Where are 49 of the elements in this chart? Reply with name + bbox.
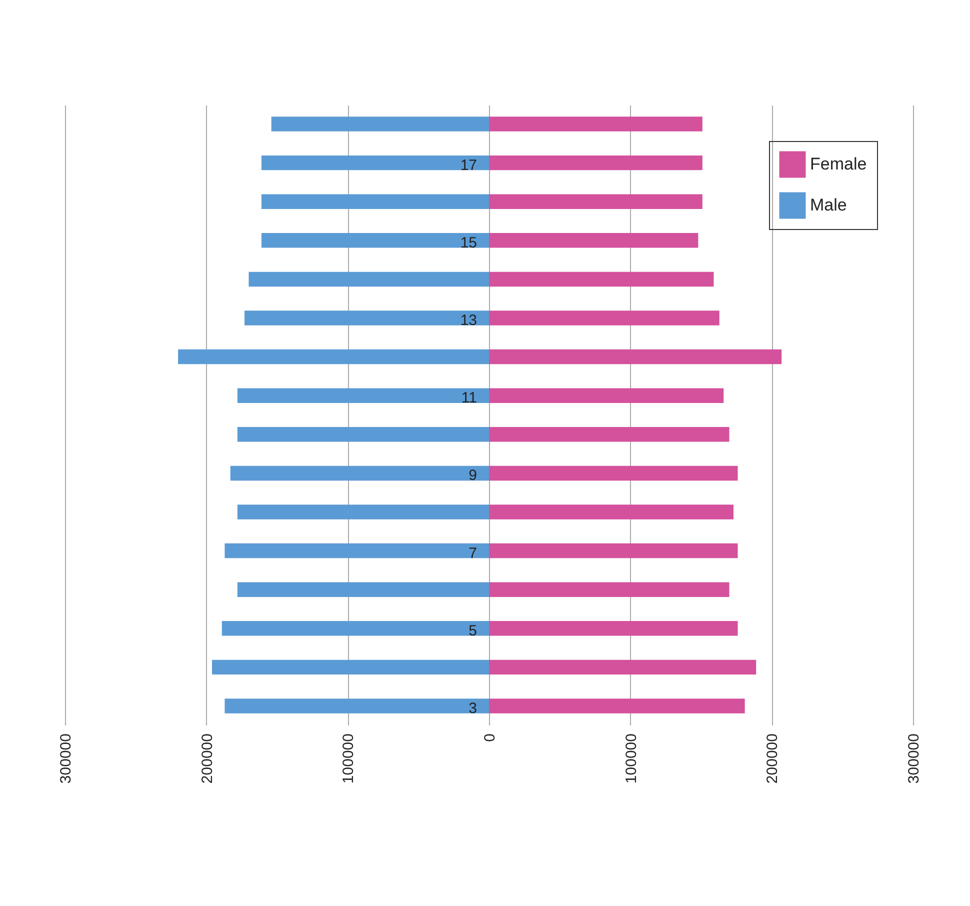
bar: [222, 621, 489, 636]
bar: [261, 155, 489, 170]
bar: [489, 698, 745, 714]
legend-label: Male: [810, 196, 847, 214]
bar: [489, 233, 698, 248]
y-tick-label: 17: [460, 156, 477, 174]
bar: [489, 310, 720, 326]
bar: [489, 621, 738, 636]
bar: [489, 504, 734, 520]
legend-label: Female: [810, 154, 867, 174]
y-tick-label: 11: [461, 390, 477, 407]
x-tick-label: 100000: [340, 734, 358, 784]
bar: [237, 388, 489, 403]
bar: [489, 660, 756, 675]
bar: [489, 194, 702, 209]
y-tick-label: 9: [468, 467, 477, 484]
bar: [261, 194, 489, 209]
bar: [248, 272, 489, 287]
bar: [244, 310, 489, 326]
bar: [489, 543, 738, 558]
bar: [212, 660, 489, 675]
bar: [237, 504, 489, 520]
y-tick-label: 3: [468, 700, 477, 717]
bar: [230, 466, 489, 481]
x-tick-label: 200000: [198, 734, 216, 784]
x-tick-label: 0: [482, 734, 498, 742]
y-tick-label: 5: [468, 622, 477, 640]
bar: [489, 388, 724, 403]
bar: [489, 116, 702, 132]
bar: [237, 427, 489, 442]
bar: [261, 233, 489, 248]
y-tick-label: 13: [460, 312, 477, 330]
bar: [489, 466, 738, 481]
x-tick-label: 300000: [58, 734, 74, 784]
bar: [489, 349, 782, 364]
x-tick-label: 100000: [622, 734, 640, 784]
bar: [178, 349, 489, 364]
bar: [489, 155, 702, 170]
bar: [489, 272, 714, 287]
bar: [224, 698, 489, 714]
x-tick-label: 300000: [906, 734, 922, 784]
bar: [271, 116, 489, 132]
y-tick-label: 7: [468, 544, 477, 562]
bar: [237, 582, 489, 597]
bar: [224, 543, 489, 558]
bar: [489, 582, 730, 597]
y-tick-label: 15: [460, 234, 477, 252]
bar: [489, 427, 730, 442]
x-tick-label: 200000: [764, 734, 782, 784]
